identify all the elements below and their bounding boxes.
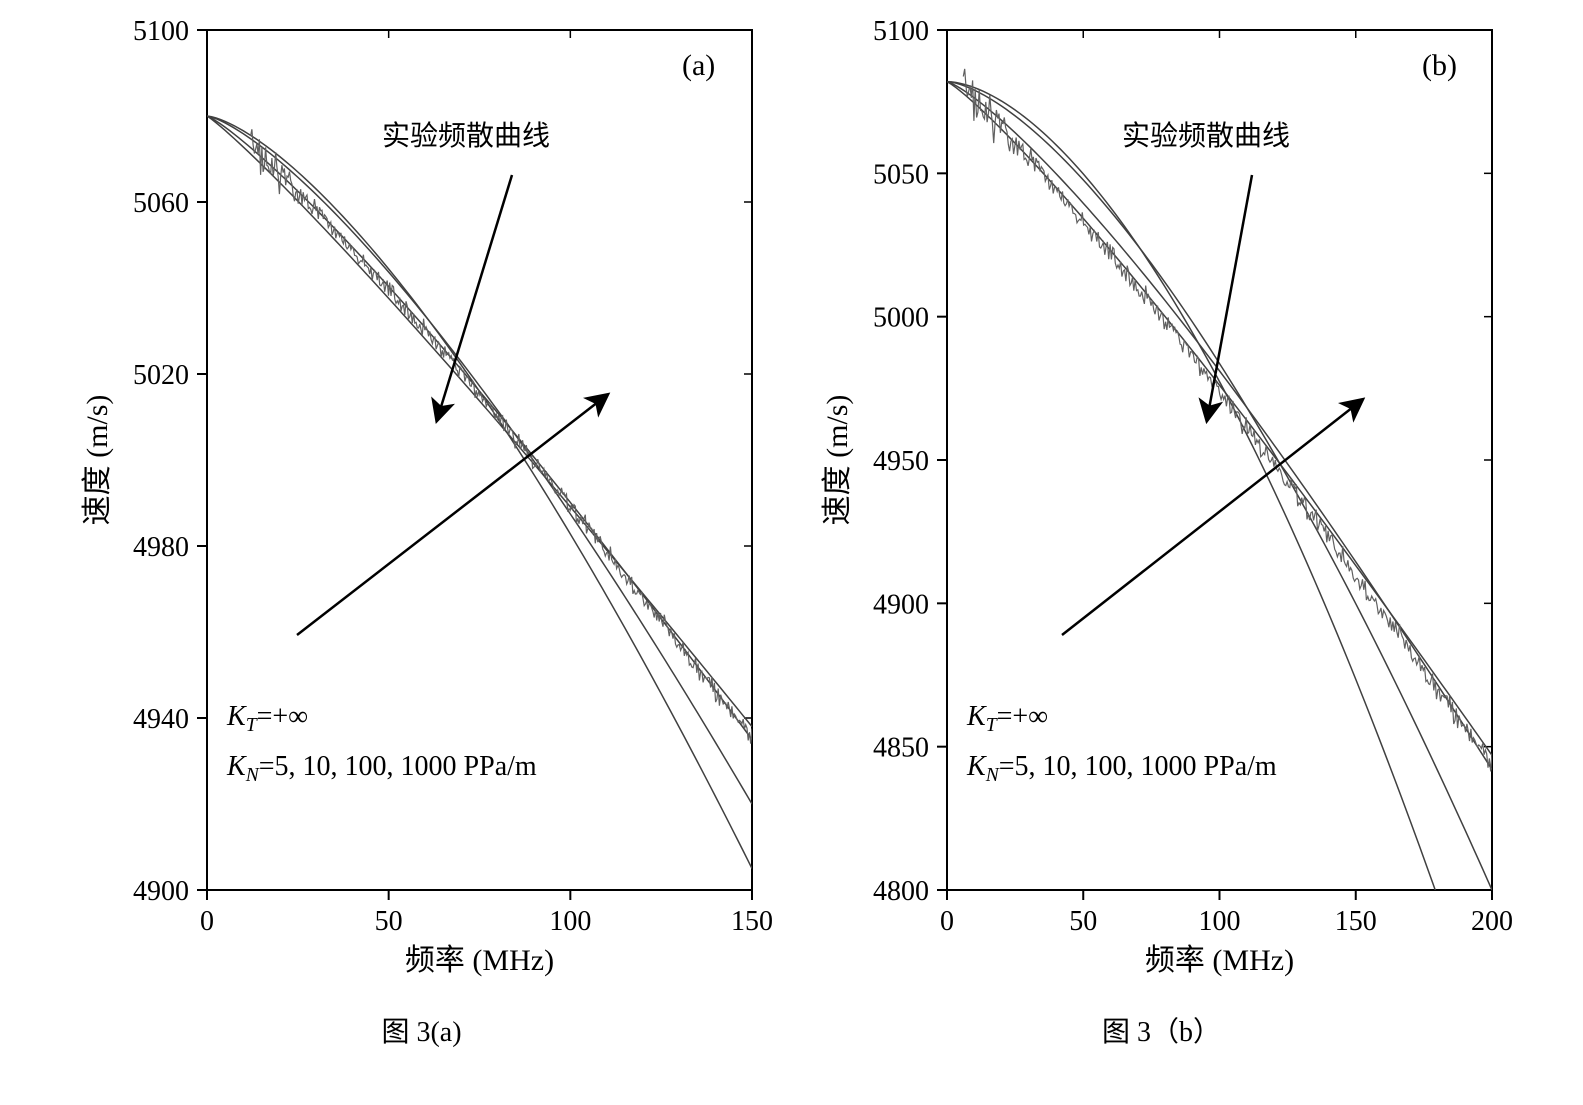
chart-a: 0 50 100 150 4900 4940 4980 5020 5060 5100 频率 (MHz…	[72, 20, 772, 980]
svg-text:5100: 5100	[133, 20, 189, 47]
svg-text:100: 100	[1198, 906, 1240, 937]
svg-text:(b): (b)	[1422, 49, 1457, 82]
svg-text:0: 0	[940, 906, 954, 937]
svg-text:5100: 5100	[873, 20, 929, 47]
svg-text:4800: 4800	[873, 876, 929, 907]
svg-text:5000: 5000	[873, 303, 929, 334]
svg-text:4900: 4900	[133, 876, 189, 907]
svg-text:KN=5, 10, 100, 1000 PPa/m: KN=5, 10, 100, 1000 PPa/m	[226, 751, 537, 786]
svg-text:4950: 4950	[873, 446, 929, 477]
svg-text:速度 (m/s): 速度 (m/s)	[821, 395, 854, 526]
svg-text:实验频散曲线: 实验频散曲线	[382, 120, 550, 152]
caption-b: 图 3（b）	[1102, 1010, 1221, 1050]
svg-text:4940: 4940	[133, 704, 189, 735]
svg-text:KT=+∞: KT=+∞	[226, 701, 308, 736]
panel-b: 0 50 100 150 200 4800 4850 4900 4950 5000 5050 5100…	[812, 20, 1512, 1050]
svg-text:200: 200	[1471, 906, 1512, 937]
caption-a: 图 3(a)	[381, 1010, 461, 1050]
svg-text:4900: 4900	[873, 589, 929, 620]
svg-text:频率 (MHz): 频率 (MHz)	[1144, 944, 1293, 977]
svg-text:50: 50	[1069, 906, 1097, 937]
svg-text:50: 50	[374, 906, 402, 937]
svg-text:5050: 5050	[873, 159, 929, 190]
svg-text:频率 (MHz): 频率 (MHz)	[404, 944, 553, 977]
chart-b: 0 50 100 150 200 4800 4850 4900 4950 5000 5050 5100…	[812, 20, 1512, 980]
svg-text:(a): (a)	[682, 49, 715, 82]
svg-text:实验频散曲线: 实验频散曲线	[1122, 120, 1290, 152]
svg-text:4980: 4980	[133, 532, 189, 563]
svg-text:速度 (m/s): 速度 (m/s)	[81, 395, 114, 526]
svg-text:100: 100	[549, 906, 591, 937]
svg-text:150: 150	[731, 906, 772, 937]
svg-text:150: 150	[1334, 906, 1376, 937]
svg-text:KT=+∞: KT=+∞	[966, 701, 1048, 736]
svg-text:4850: 4850	[873, 733, 929, 764]
figure-container: 0 50 100 150 4900 4940 4980 5020 5060 5100 频率 (MHz…	[10, 20, 1573, 1050]
svg-text:5060: 5060	[133, 188, 189, 219]
svg-text:5020: 5020	[133, 360, 189, 391]
svg-text:KN=5, 10, 100, 1000 PPa/m: KN=5, 10, 100, 1000 PPa/m	[966, 751, 1277, 786]
svg-text:0: 0	[200, 906, 214, 937]
panel-a: 0 50 100 150 4900 4940 4980 5020 5060 5100 频率 (MHz…	[72, 20, 772, 1050]
